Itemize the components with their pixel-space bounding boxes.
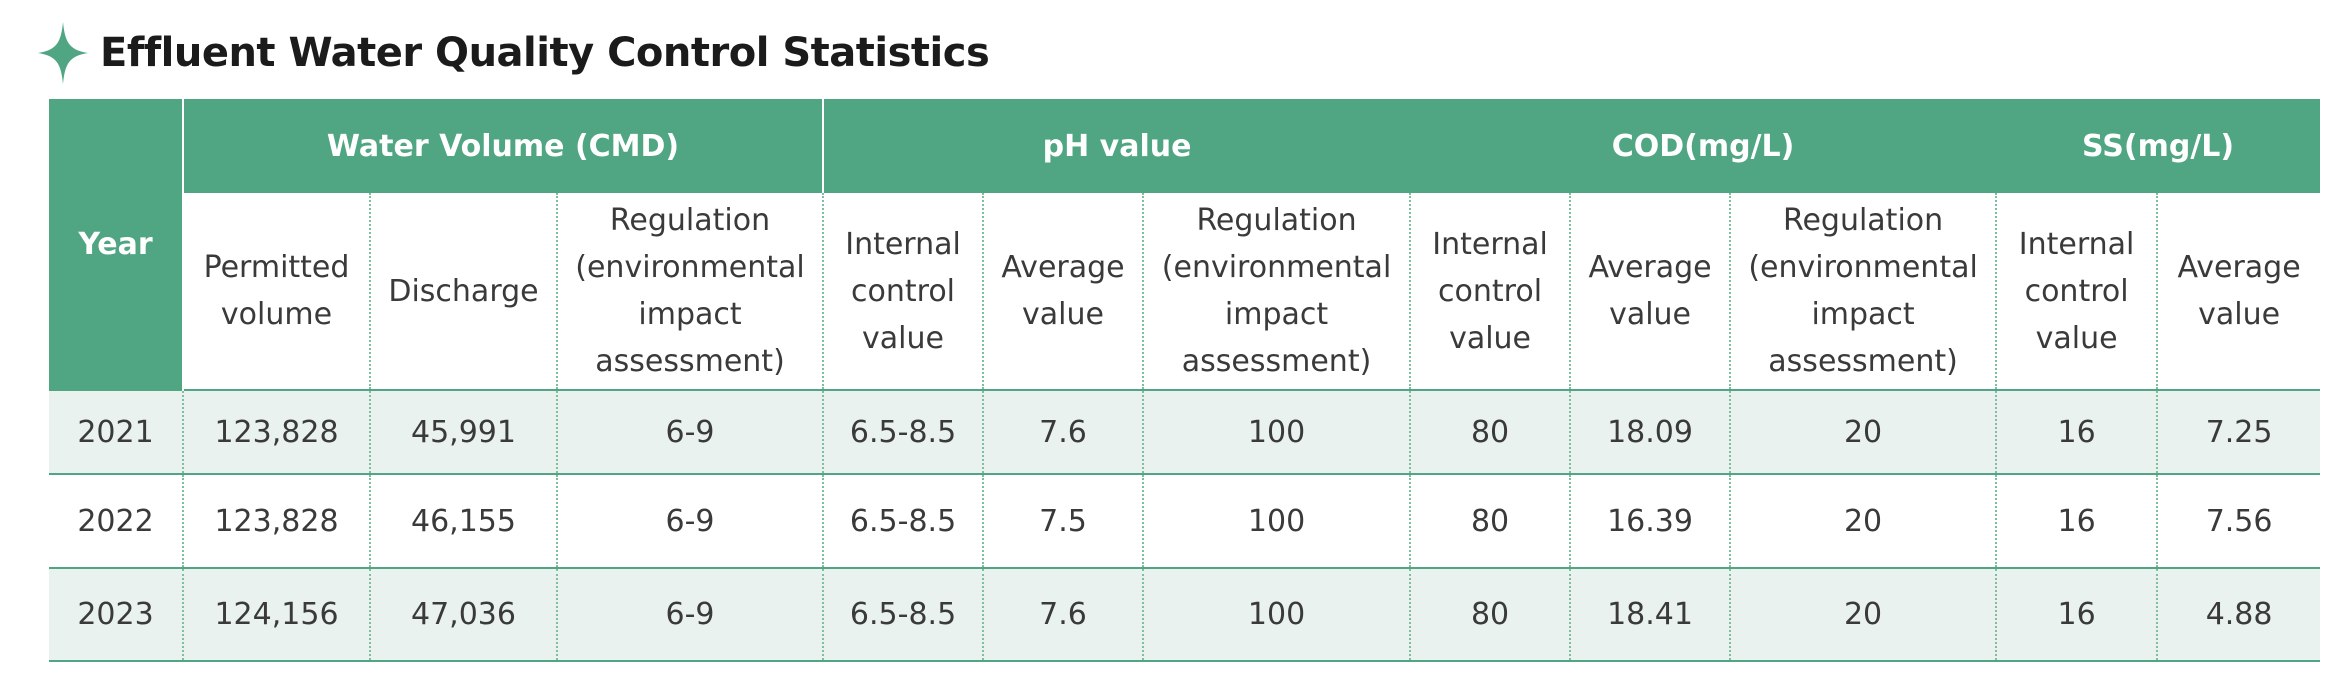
group-header-row: Year Water Volume (CMD) pH value COD(mg/…: [49, 99, 2321, 390]
table-cell: 6-9: [555, 474, 824, 568]
table-cell: 20: [1729, 390, 1997, 474]
table-cell: 16: [1995, 390, 2158, 474]
table-cell: 80: [1409, 390, 1571, 474]
table-cell: 100: [1142, 390, 1411, 474]
subheader-permitted-volume: Permitted volume: [182, 193, 370, 390]
four-point-star-icon: [38, 22, 88, 84]
subheader-row: Permitted volume Discharge Regulation (e…: [49, 193, 2321, 390]
water-quality-table: Year Water Volume (CMD) pH value COD(mg/…: [49, 99, 2321, 662]
table-cell: 6-9: [555, 390, 824, 474]
table-cell: 4.88: [2156, 568, 2321, 661]
subheader-cod-regulation: Regulation (environmental impact assessm…: [1729, 193, 1997, 390]
subheader-ph-average: Average value: [982, 193, 1144, 390]
year-cell: 2022: [77, 503, 154, 539]
table-cell: 16.39: [1569, 474, 1731, 568]
table-cell: 16: [1995, 474, 2158, 568]
subheader-ss-average: Average value: [2156, 193, 2321, 390]
table-cell: 7.6: [982, 390, 1144, 474]
table-cell: 18.41: [1569, 568, 1731, 661]
page-title: Effluent Water Quality Control Statistic…: [100, 30, 990, 76]
table-cell: 7.5: [982, 474, 1144, 568]
year-cell: 2021: [77, 414, 154, 450]
table-cell: 16: [1995, 568, 2158, 661]
year-cell: 2023: [77, 597, 154, 632]
table-cell: 6.5-8.5: [822, 568, 984, 661]
table-cell: 80: [1409, 474, 1571, 568]
table-cell: 46,155: [369, 474, 557, 568]
page-header: Effluent Water Quality Control Statistic…: [38, 18, 990, 88]
table-cell: 124,156: [182, 568, 370, 661]
group-header-water-volume: Water Volume (CMD): [183, 99, 825, 193]
year-column-header: Year: [49, 99, 184, 390]
subheader-cod-internal-control: Internal control value: [1409, 193, 1571, 390]
table-cell: 80: [1409, 568, 1571, 661]
subheader-cod-average: Average value: [1569, 193, 1731, 390]
table-row: 2023 124,156 47,036 6-9 6.5-8.5 7.6 100 …: [49, 568, 2321, 661]
table-cell: 20: [1729, 474, 1997, 568]
subheader-discharge: Discharge: [369, 193, 557, 390]
table-cell: 6.5-8.5: [822, 390, 984, 474]
group-header-ph: pH value: [823, 99, 1411, 193]
table-row: 2021 123,828 45,991 6-9 6.5-8.5 7.6 100 …: [49, 390, 2321, 474]
table-cell: 7.25: [2156, 390, 2321, 474]
table-cell: 100: [1142, 474, 1411, 568]
subheader-ph-regulation: Regulation (environmental impact assessm…: [1142, 193, 1411, 390]
table-cell: 7.56: [2156, 474, 2321, 568]
table-cell: 6-9: [555, 568, 824, 661]
subheader-ss-internal-control: Internal control value: [1995, 193, 2158, 390]
group-header-ss: SS(mg/L): [1996, 99, 2321, 193]
table-cell: 20: [1729, 568, 1997, 661]
subheader-ph-internal-control: Internal control value: [822, 193, 984, 390]
group-header-cod: COD(mg/L): [1410, 99, 1997, 193]
table-cell: 123,828: [182, 474, 370, 568]
table-cell: 47,036: [369, 568, 557, 661]
table-cell: 100: [1142, 568, 1411, 661]
table-cell: 45,991: [369, 390, 557, 474]
table-cell: 123,828: [182, 390, 370, 474]
table-cell: 6.5-8.5: [822, 474, 984, 568]
subheader-water-regulation: Regulation (environmental impact assessm…: [555, 193, 824, 390]
table-row: 2022 123,828 46,155 6-9 6.5-8.5 7.5 100 …: [49, 474, 2321, 568]
table-cell: 18.09: [1569, 390, 1731, 474]
table-cell: 7.6: [982, 568, 1144, 661]
